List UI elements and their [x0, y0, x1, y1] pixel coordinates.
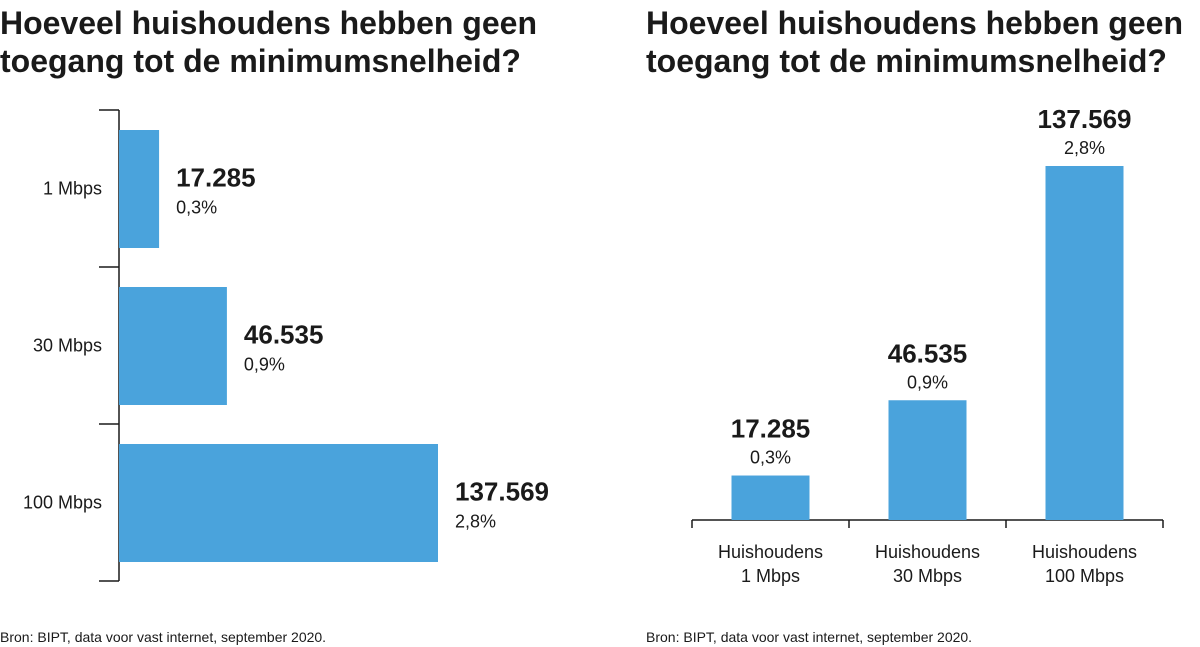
- bar: [119, 444, 438, 562]
- horizontal-bar-chart-panel: Hoeveel huishoudens hebben geen toegang …: [0, 4, 600, 645]
- category-label: 30 Mbps: [33, 336, 102, 356]
- category-label: 100 Mbps: [23, 493, 102, 513]
- percent-label: 0,9%: [907, 372, 948, 392]
- bar: [1045, 166, 1124, 520]
- chart-title-line-2: toegang tot de minimumsnelheid?: [0, 43, 521, 79]
- vertical-bar-chart-panel: Hoeveel huishoudens hebben geen toegang …: [600, 0, 1200, 647]
- chart-title-line-2: toegang tot de minimumsnelheid?: [646, 43, 1167, 79]
- percent-label: 2,8%: [1064, 138, 1105, 158]
- value-label: 137.569: [1038, 104, 1132, 134]
- category-label-line-1: Huishoudens: [718, 542, 823, 562]
- percent-label: 2,8%: [455, 512, 496, 532]
- bar: [119, 287, 227, 405]
- source-note: Bron: BIPT, data voor vast internet, sep…: [646, 629, 973, 645]
- bar: [888, 400, 967, 520]
- value-label: 17.285: [176, 163, 256, 193]
- category-label-line-1: Huishoudens: [1032, 542, 1137, 562]
- category-label-line-2: 100 Mbps: [1045, 566, 1124, 586]
- bar: [731, 475, 810, 520]
- chart-title: Hoeveel huishoudens hebben geen toegang …: [646, 4, 1200, 80]
- chart-title-line-1: Hoeveel huishoudens hebben geen: [646, 5, 1183, 41]
- horizontal-bar-chart: 1 Mbps 17.285 0,3% 30 Mbps 46.535 0,9% 100 Mbp…: [23, 109, 549, 582]
- chart-title-line-1: Hoeveel huishoudens hebben geen: [0, 5, 537, 41]
- source-note: Bron: BIPT, data voor vast internet, sep…: [0, 629, 327, 645]
- value-label: 17.285: [731, 414, 811, 444]
- category-label-line-2: 30 Mbps: [893, 566, 962, 586]
- percent-label: 0,9%: [244, 355, 285, 375]
- value-label: 46.535: [244, 320, 324, 350]
- bar: [119, 130, 160, 248]
- vertical-bar-chart: 17.285 0,3% Huishoudens 1 Mbps 46.535 0,9% Hui…: [691, 104, 1164, 586]
- percent-label: 0,3%: [176, 198, 217, 218]
- category-label-line-1: Huishoudens: [875, 542, 980, 562]
- chart-title: Hoeveel huishoudens hebben geen toegang …: [0, 4, 600, 80]
- category-label: 1 Mbps: [43, 179, 102, 199]
- category-label-line-2: 1 Mbps: [741, 566, 800, 586]
- value-label: 137.569: [455, 477, 549, 507]
- value-label: 46.535: [888, 338, 968, 368]
- percent-label: 0,3%: [750, 448, 791, 468]
